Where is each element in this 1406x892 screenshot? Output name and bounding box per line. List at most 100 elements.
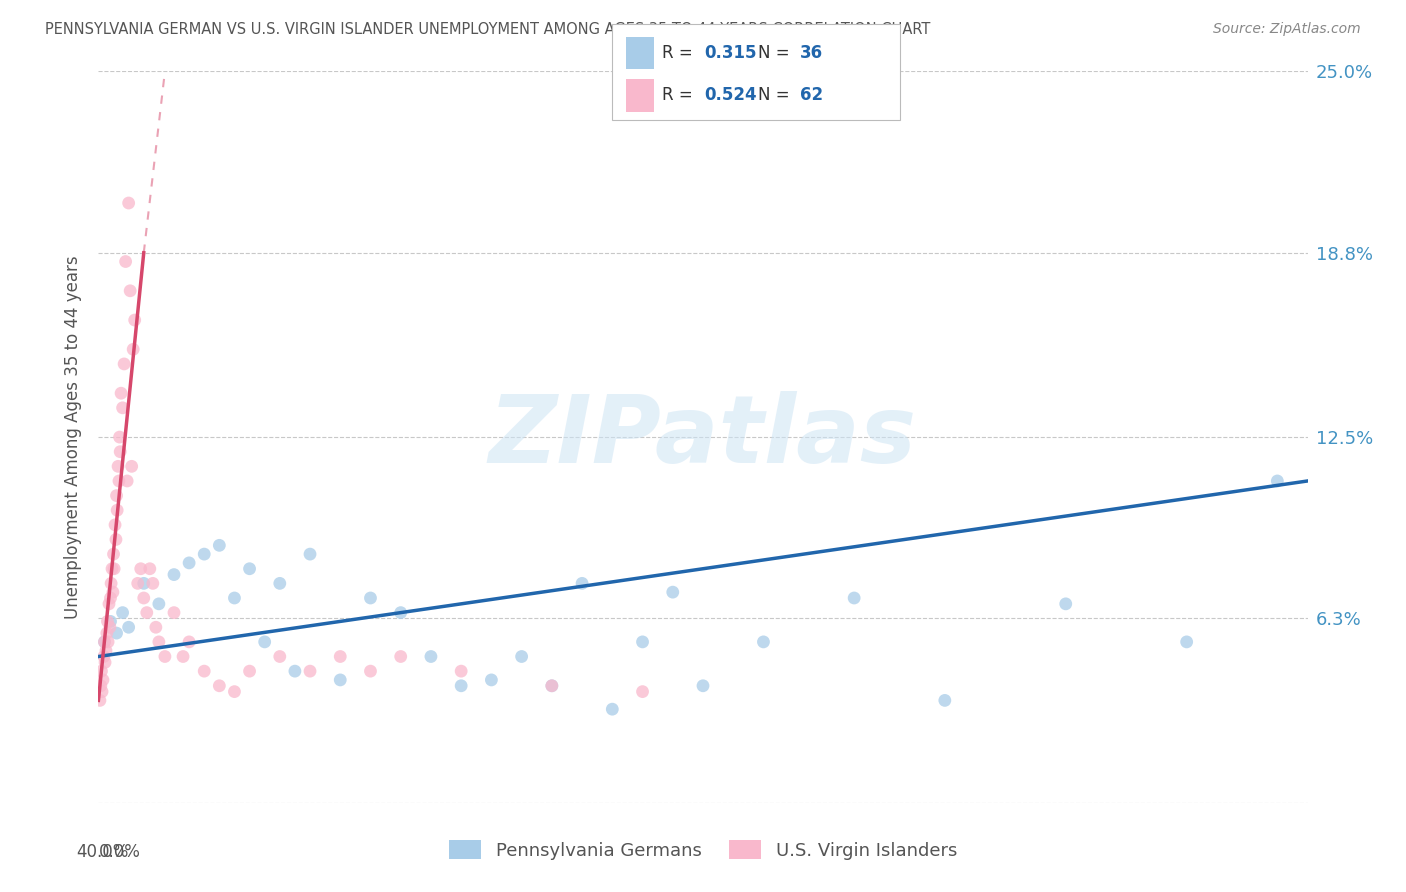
Text: Source: ZipAtlas.com: Source: ZipAtlas.com (1213, 22, 1361, 37)
Point (269, 649, 291, 664)
Point (148, 635, 170, 649)
Text: PENNSYLVANIA GERMAN VS U.S. VIRGIN ISLANDER UNEMPLOYMENT AMONG AGES 35 TO 44 YEA: PENNSYLVANIA GERMAN VS U.S. VIRGIN ISLAN… (45, 22, 931, 37)
Point (103, 562, 125, 576)
Point (122, 343, 145, 357)
Point (571, 576, 593, 591)
Legend: Pennsylvania Germans, U.S. Virgin Islanders: Pennsylvania Germans, U.S. Virgin Island… (441, 833, 965, 867)
Point (284, 664, 307, 678)
Point (107, 459, 129, 474)
Point (108, 444, 131, 458)
Point (114, 254, 136, 268)
Point (299, 664, 322, 678)
Point (111, 606, 134, 620)
Point (105, 503, 128, 517)
Point (108, 430, 131, 444)
Point (90, 664, 112, 678)
Point (89, 693, 111, 707)
Point (93, 635, 115, 649)
Point (329, 673, 352, 687)
Point (1175, 635, 1198, 649)
Point (269, 576, 291, 591)
Point (129, 562, 152, 576)
Point (299, 547, 322, 561)
Point (602, 702, 624, 716)
Point (101, 562, 124, 576)
Text: R =: R = (662, 44, 699, 62)
Point (208, 679, 231, 693)
Point (481, 673, 503, 687)
Point (208, 538, 231, 552)
Point (540, 679, 562, 693)
Point (239, 562, 262, 576)
Text: 0.0%: 0.0% (98, 843, 141, 861)
Point (193, 547, 215, 561)
Point (135, 606, 157, 620)
Text: 0.524: 0.524 (704, 87, 756, 104)
Point (360, 591, 382, 605)
Point (112, 357, 135, 371)
Point (91, 684, 114, 698)
Point (103, 547, 125, 561)
Point (163, 606, 186, 620)
Point (224, 591, 246, 605)
Point (104, 517, 127, 532)
Point (631, 684, 654, 698)
Point (253, 635, 276, 649)
Point (91, 673, 114, 687)
Point (360, 664, 382, 678)
Point (193, 664, 215, 678)
Point (94, 656, 117, 670)
Point (844, 591, 866, 605)
Point (179, 635, 201, 649)
Point (104, 533, 127, 547)
Point (389, 649, 412, 664)
Point (224, 684, 246, 698)
Point (127, 576, 149, 591)
Text: R =: R = (662, 87, 699, 104)
Point (110, 386, 132, 401)
Point (97, 635, 120, 649)
Text: N =: N = (758, 44, 794, 62)
Point (132, 591, 155, 605)
Point (94, 643, 117, 657)
Point (540, 679, 562, 693)
Point (98, 620, 121, 634)
Point (148, 597, 170, 611)
Y-axis label: Unemployment Among Ages 35 to 44 years: Unemployment Among Ages 35 to 44 years (65, 255, 83, 619)
Point (100, 591, 122, 605)
Text: 0.315: 0.315 (704, 44, 756, 62)
Point (118, 620, 141, 634)
Point (108, 474, 131, 488)
Point (163, 567, 186, 582)
Point (179, 556, 201, 570)
Point (121, 459, 143, 474)
Point (105, 489, 128, 503)
Point (1267, 474, 1289, 488)
Point (98, 597, 121, 611)
Point (752, 635, 775, 649)
Point (115, 474, 138, 488)
Text: 62: 62 (800, 87, 823, 104)
Point (450, 679, 472, 693)
Point (93, 649, 115, 664)
Point (111, 401, 134, 415)
Point (100, 576, 122, 591)
Point (1054, 597, 1077, 611)
Point (389, 606, 412, 620)
Point (101, 585, 124, 599)
Point (96, 626, 118, 640)
Text: 36: 36 (800, 44, 823, 62)
Text: N =: N = (758, 87, 794, 104)
Point (118, 196, 141, 211)
Point (120, 284, 142, 298)
Point (100, 615, 122, 629)
Point (510, 649, 533, 664)
Text: 40.0%: 40.0% (76, 843, 129, 861)
Text: ZIPatlas: ZIPatlas (489, 391, 917, 483)
Point (420, 649, 443, 664)
Point (239, 664, 262, 678)
Point (329, 649, 352, 664)
Point (661, 585, 683, 599)
Point (153, 649, 176, 664)
Point (105, 626, 128, 640)
